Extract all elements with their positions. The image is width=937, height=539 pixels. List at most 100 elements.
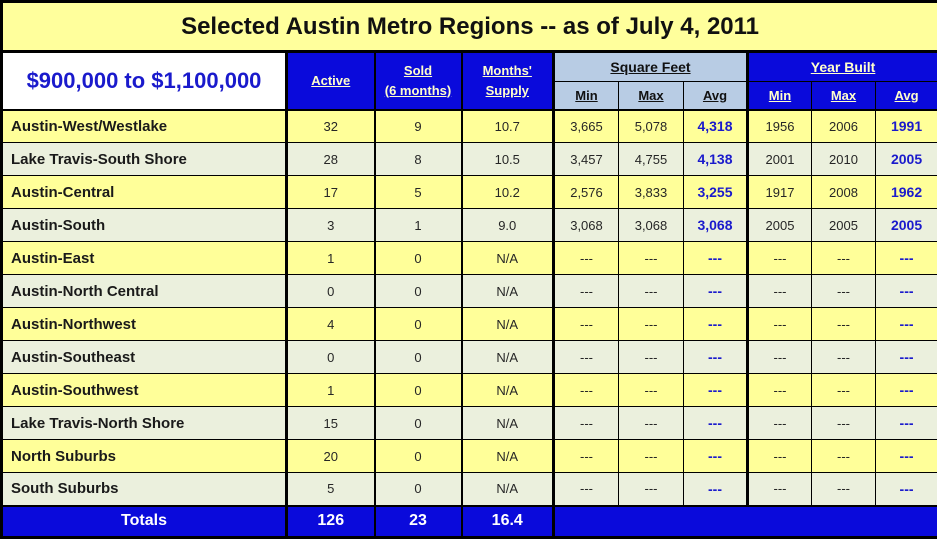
yearbuilt-avg-cell: --- — [876, 407, 937, 440]
sqft-min-cell: 3,068 — [554, 209, 619, 242]
totals-active: 126 — [287, 506, 375, 538]
sqft-max-cell: 3,833 — [619, 176, 684, 209]
sqft-max-cell: 5,078 — [619, 110, 684, 143]
sold-cell: 0 — [375, 242, 462, 275]
months-supply-cell: 10.7 — [462, 110, 554, 143]
column-header-months-supply: Months' Supply — [462, 52, 554, 110]
sqft-avg-cell: --- — [684, 341, 748, 374]
months-supply-cell: N/A — [462, 341, 554, 374]
price-range-header: $900,000 to $1,100,000 — [2, 52, 287, 110]
region-cell: Austin-Southwest — [2, 374, 287, 407]
yearbuilt-avg-cell: --- — [876, 374, 937, 407]
sqft-min-cell: 3,665 — [554, 110, 619, 143]
group-header-square-feet: Square Feet — [554, 52, 748, 82]
region-cell: Austin-East — [2, 242, 287, 275]
table-row: Austin-Southeast 0 0 N/A --- --- --- ---… — [2, 341, 937, 374]
sqft-avg-cell: --- — [684, 275, 748, 308]
active-cell: 1 — [287, 242, 375, 275]
table-body: Austin-West/Westlake 32 9 10.7 3,665 5,0… — [2, 110, 937, 506]
region-cell: North Suburbs — [2, 440, 287, 473]
table-row: Austin-East 1 0 N/A --- --- --- --- --- … — [2, 242, 937, 275]
sold-label-line1: Sold — [378, 61, 459, 81]
sqft-min-cell: --- — [554, 275, 619, 308]
column-header-active: Active — [287, 52, 375, 110]
region-cell: Austin-West/Westlake — [2, 110, 287, 143]
sqft-max-cell: --- — [619, 308, 684, 341]
active-cell: 20 — [287, 440, 375, 473]
active-cell: 0 — [287, 341, 375, 374]
sqft-avg-cell: --- — [684, 440, 748, 473]
column-header-yearbuilt-max: Max — [812, 82, 876, 110]
totals-row: Totals 126 23 16.4 — [2, 506, 937, 538]
yearbuilt-max-cell: 2008 — [812, 176, 876, 209]
active-cell: 1 — [287, 374, 375, 407]
table-row: Austin-Northwest 4 0 N/A --- --- --- ---… — [2, 308, 937, 341]
active-cell: 5 — [287, 473, 375, 506]
yearbuilt-max-cell: 2005 — [812, 209, 876, 242]
region-cell: Austin-Southeast — [2, 341, 287, 374]
table-row: Austin-South 3 1 9.0 3,068 3,068 3,068 2… — [2, 209, 937, 242]
yearbuilt-min-cell: 2005 — [748, 209, 812, 242]
sold-cell: 0 — [375, 308, 462, 341]
active-cell: 17 — [287, 176, 375, 209]
totals-label: Totals — [2, 506, 287, 538]
months-supply-cell: N/A — [462, 440, 554, 473]
active-cell: 32 — [287, 110, 375, 143]
yearbuilt-avg-cell: 1991 — [876, 110, 937, 143]
months-supply-cell: N/A — [462, 242, 554, 275]
totals-sold: 23 — [375, 506, 462, 538]
yearbuilt-min-cell: --- — [748, 473, 812, 506]
sqft-min-cell: --- — [554, 308, 619, 341]
sqft-max-cell: --- — [619, 440, 684, 473]
sold-cell: 0 — [375, 473, 462, 506]
sqft-avg-cell: 3,255 — [684, 176, 748, 209]
active-label: Active — [311, 73, 350, 88]
yearbuilt-avg-cell: 1962 — [876, 176, 937, 209]
region-cell: Austin-North Central — [2, 275, 287, 308]
sold-cell: 0 — [375, 374, 462, 407]
months-supply-label-line2: Supply — [465, 81, 551, 101]
sqft-min-cell: 2,576 — [554, 176, 619, 209]
sqft-avg-cell: --- — [684, 407, 748, 440]
sqft-min-cell: --- — [554, 374, 619, 407]
column-header-sold: Sold (6 months) — [375, 52, 462, 110]
region-cell: Lake Travis-North Shore — [2, 407, 287, 440]
sqft-avg-cell: --- — [684, 473, 748, 506]
table-row: South Suburbs 5 0 N/A --- --- --- --- --… — [2, 473, 937, 506]
yearbuilt-min-cell: 2001 — [748, 143, 812, 176]
months-supply-cell: 10.5 — [462, 143, 554, 176]
table-row: Austin-Southwest 1 0 N/A --- --- --- ---… — [2, 374, 937, 407]
yearbuilt-avg-cell: --- — [876, 473, 937, 506]
sqft-avg-cell: --- — [684, 308, 748, 341]
yearbuilt-max-cell: --- — [812, 308, 876, 341]
column-header-sqft-min: Min — [554, 82, 619, 110]
months-supply-cell: N/A — [462, 275, 554, 308]
yearbuilt-max-cell: --- — [812, 407, 876, 440]
sqft-max-cell: --- — [619, 374, 684, 407]
sqft-avg-cell: 3,068 — [684, 209, 748, 242]
sold-cell: 0 — [375, 341, 462, 374]
yearbuilt-avg-cell: --- — [876, 341, 937, 374]
square-feet-label: Square Feet — [610, 59, 690, 75]
table-row: Austin-North Central 0 0 N/A --- --- ---… — [2, 275, 937, 308]
sold-cell: 0 — [375, 407, 462, 440]
sqft-min-cell: --- — [554, 341, 619, 374]
region-cell: South Suburbs — [2, 473, 287, 506]
yearbuilt-max-cell: 2010 — [812, 143, 876, 176]
sqft-max-cell: --- — [619, 275, 684, 308]
sqft-max-cell: 4,755 — [619, 143, 684, 176]
table-row: North Suburbs 20 0 N/A --- --- --- --- -… — [2, 440, 937, 473]
yearbuilt-min-cell: 1956 — [748, 110, 812, 143]
region-cell: Lake Travis-South Shore — [2, 143, 287, 176]
yearbuilt-min-cell: --- — [748, 407, 812, 440]
months-supply-cell: 10.2 — [462, 176, 554, 209]
yearbuilt-avg-cell: --- — [876, 242, 937, 275]
months-supply-cell: N/A — [462, 473, 554, 506]
sold-cell: 8 — [375, 143, 462, 176]
totals-blank-area — [554, 506, 937, 538]
sqft-min-cell: --- — [554, 407, 619, 440]
yearbuilt-avg-cell: 2005 — [876, 143, 937, 176]
months-supply-cell: N/A — [462, 407, 554, 440]
sqft-min-cell: --- — [554, 440, 619, 473]
